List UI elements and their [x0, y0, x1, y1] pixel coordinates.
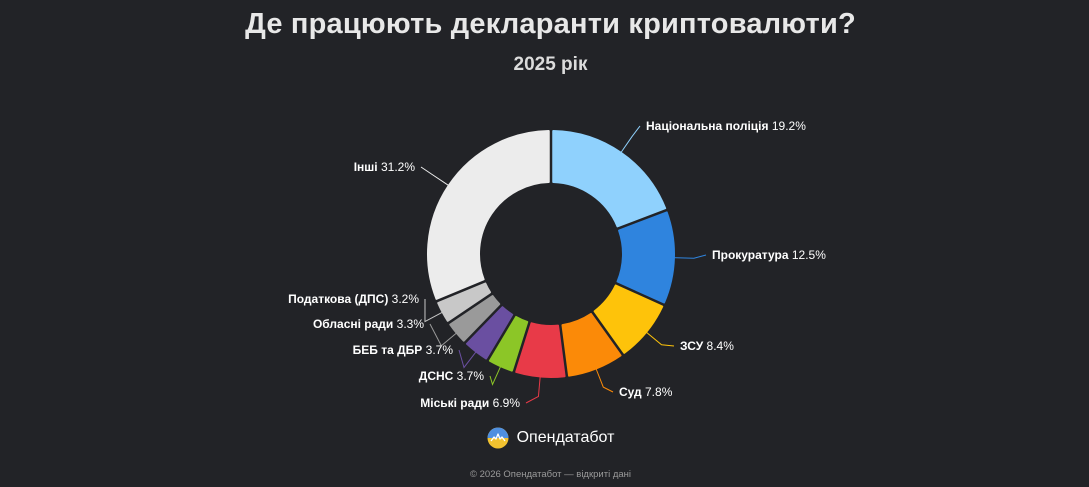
leader-line-10 [420, 166, 451, 188]
slice-label-9: Податкова (ДПС) 3.2% [288, 292, 419, 306]
donut-slice-5 [515, 322, 566, 378]
slice-label-6: ДСНС 3.7% [419, 369, 485, 383]
donut-slice-9 [437, 282, 492, 322]
opendatabot-logo-icon [487, 427, 509, 449]
slice-label-value: 3.7% [422, 343, 453, 357]
footer-copyright: © 2026 Опендатабот — відкриті дані [470, 469, 631, 480]
slice-label-value: 3.7% [453, 369, 484, 383]
leader-line-3 [644, 330, 675, 347]
slice-label-name: Суд [619, 385, 642, 399]
leader-line-7 [458, 349, 478, 369]
slice-label-name: Національна поліція [646, 119, 769, 133]
donut-slices [427, 130, 675, 378]
donut-slice-8 [449, 295, 501, 342]
leader-line-1 [619, 125, 641, 155]
slice-label-value: 6.9% [489, 396, 520, 410]
slice-label-name: Податкова (ДПС) [288, 292, 388, 306]
donut-slice-10 [427, 130, 550, 300]
slice-label-8: Обласні ради 3.3% [313, 317, 424, 331]
slice-label-value: 31.2% [378, 160, 416, 174]
leader-line-8 [429, 323, 459, 347]
slice-label-value: 7.8% [642, 385, 673, 399]
donut-slice-1 [552, 130, 667, 228]
slice-label-4: Суд 7.8% [619, 385, 673, 399]
brand: Опендатабот [0, 427, 1089, 449]
donut-chart: Національна поліція 19.2% Прокуратура 12.… [288, 119, 826, 410]
slice-label-3: ЗСУ 8.4% [680, 339, 734, 353]
slice-label-name: Обласні ради [313, 317, 393, 331]
chart-subtitle: 2025 рік [513, 54, 588, 75]
brand-name: Опендатабот [516, 429, 615, 446]
donut-slice-3 [593, 284, 664, 354]
leader-line-6 [489, 364, 502, 386]
donut-slice-6 [488, 315, 529, 372]
slice-label-value: 8.4% [703, 339, 734, 353]
label-leader-lines [420, 125, 707, 404]
slice-label-name: ЗСУ [680, 339, 704, 353]
slice-label-value: 12.5% [789, 248, 827, 262]
chart-title: Де працюють декларанти криптовалюти? [245, 8, 856, 40]
slice-label-name: БЕБ та ДБР [353, 343, 423, 357]
donut-slice-4 [561, 312, 622, 377]
slice-label-2: Прокуратура 12.5% [712, 248, 826, 262]
slice-label-value: 3.3% [393, 317, 424, 331]
slice-label-1: Національна поліція 19.2% [646, 119, 806, 133]
donut-slice-2 [616, 211, 675, 304]
slice-label-5: Міські ради 6.9% [420, 396, 520, 410]
slice-label-name: Прокуратура [712, 248, 789, 262]
leader-line-5 [525, 374, 541, 404]
leader-line-9 [424, 298, 445, 323]
leader-line-2 [671, 254, 707, 259]
slice-label-name: ДСНС [419, 369, 454, 383]
slice-label-7: БЕБ та ДБР 3.7% [353, 343, 454, 357]
slice-label-10: Інші 31.2% [354, 160, 416, 174]
leader-line-4 [594, 366, 614, 393]
donut-slice-7 [465, 306, 514, 360]
slice-label-name: Міські ради [420, 396, 489, 410]
slice-labels: Національна поліція 19.2% Прокуратура 12.… [288, 119, 826, 410]
slice-label-value: 19.2% [769, 119, 807, 133]
slice-label-value: 3.2% [388, 292, 419, 306]
slice-label-name: Інші [354, 160, 378, 174]
